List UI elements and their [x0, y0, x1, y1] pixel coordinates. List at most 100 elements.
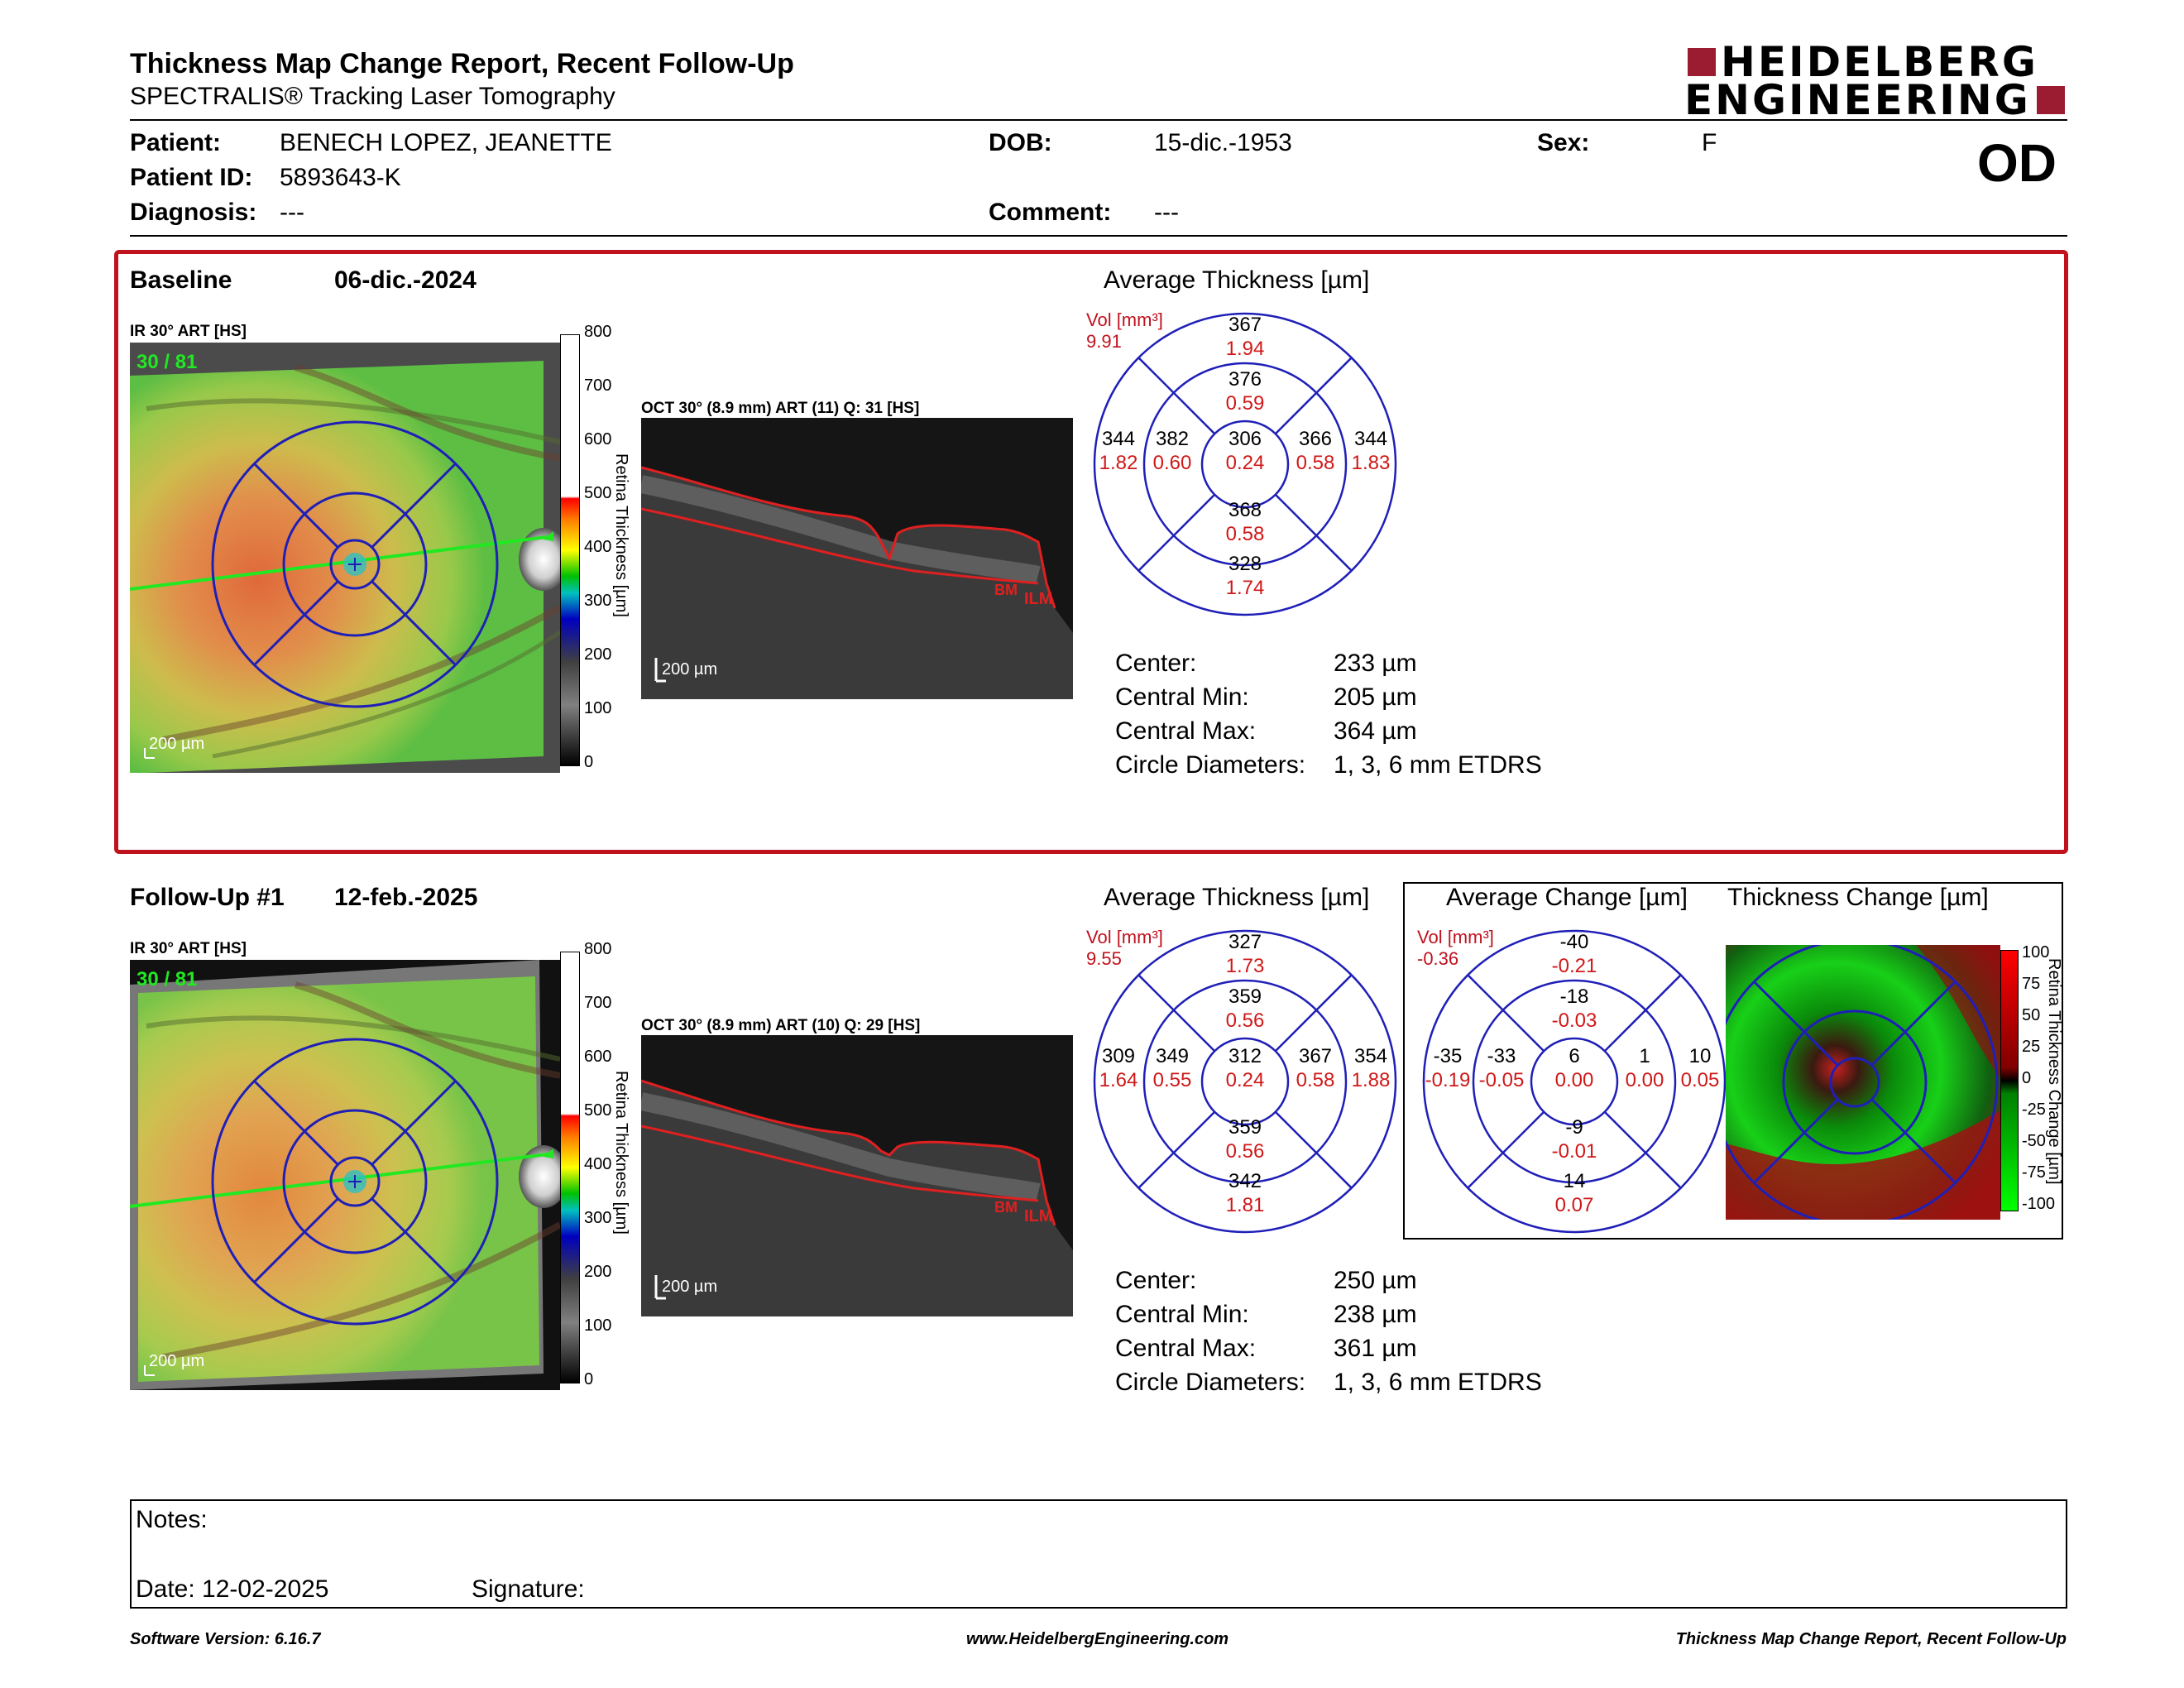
central-max-label: Central Max: [1115, 1335, 1257, 1362]
colorbar-tick: 0 [584, 753, 594, 771]
logo-line1: HEIDELBERG [1721, 38, 2038, 86]
dob-label: DOB: [989, 129, 1052, 156]
diagnosis-value: --- [280, 199, 304, 226]
oct-scale-label: 200 µm [662, 660, 718, 679]
change-etdrs-chart: -40 -0.21 -18 -0.03 -35 -0.19 -33 -0.05 6 0.00 1 0.… [1421, 928, 1727, 1235]
etdrs-volume-inner-left: 0.60 [1153, 452, 1192, 474]
etdrs-divider [1603, 974, 1682, 1053]
colorbar-tick: 400 [584, 538, 612, 556]
etdrs-inner-ring [1472, 979, 1677, 1184]
etdrs-volume-inner-right: 0.00 [1626, 1069, 1664, 1091]
colorbar-tick: 600 [584, 1048, 612, 1066]
change-frame [1403, 882, 2063, 1240]
notes-date: Date: 12-02-2025 [136, 1575, 329, 1603]
center-value: 233 µm [1334, 650, 1417, 677]
etdrs-volume-inner-left: 0.55 [1153, 1069, 1192, 1091]
baseline-oct-image [641, 418, 1073, 699]
colorbar-tick: 300 [584, 592, 612, 610]
etdrs-volume-outer-right: 1.88 [1352, 1069, 1391, 1091]
etdrs-center-ring [1530, 1037, 1619, 1126]
notes-label[interactable]: Notes: [136, 1506, 208, 1533]
etdrs-volume-center: 0.24 [1226, 452, 1265, 474]
etdrs-thickness-inner-right: 366 [1299, 428, 1332, 450]
ir-overlay-text: 30 / 81 [136, 968, 198, 990]
colorbar-tick: 800 [584, 323, 612, 341]
etdrs-thickness-inner-bottom: 359 [1228, 1116, 1262, 1139]
change-colorbar [2000, 950, 2019, 1211]
thickness-colorbar [560, 334, 580, 766]
patient-divider [130, 235, 2067, 237]
notes-box [130, 1499, 2067, 1609]
etdrs-thickness-inner-right: 367 [1299, 1045, 1332, 1067]
followup-fundus-image [130, 960, 560, 1390]
colorbar-tick: 500 [584, 1101, 612, 1120]
change-tick: -50 [2022, 1132, 2046, 1150]
etdrs-volume-outer-bottom: 1.81 [1226, 1194, 1265, 1216]
diagnosis-label: Diagnosis: [130, 199, 257, 226]
etdrs-inner-ring [1142, 362, 1348, 567]
followup-date: 12-feb.-2025 [334, 884, 478, 911]
etdrs-thickness-outer-top: 367 [1228, 314, 1262, 336]
center-label: Center: [1115, 650, 1197, 677]
etdrs-divider [1138, 493, 1216, 572]
etdrs-inner-ring [1142, 979, 1348, 1184]
ir-label: IR 30° ART [HS] [130, 323, 247, 340]
colorbar-tick: 600 [584, 430, 612, 448]
etdrs-thickness-outer-bottom: 328 [1228, 553, 1262, 575]
patient-id-label: Patient ID: [130, 164, 253, 191]
central-max-value: 361 µm [1334, 1335, 1417, 1362]
logo-square-icon [2037, 86, 2065, 114]
etdrs-volume-center: 0.00 [1555, 1069, 1594, 1091]
etdrs-divider [1274, 1110, 1353, 1189]
oct-scale-label: 200 µm [662, 1278, 718, 1296]
etdrs-thickness-outer-left: -35 [1434, 1045, 1463, 1067]
etdrs-thickness-center: 6 [1569, 1045, 1579, 1067]
footer-website[interactable]: www.HeidelbergEngineering.com [966, 1630, 1229, 1648]
change-tick: -75 [2022, 1163, 2046, 1182]
avg-thickness-title: Average Thickness [µm] [1104, 884, 1370, 911]
circle-diameters-value: 1, 3, 6 mm ETDRS [1334, 1369, 1542, 1396]
change-tick: -100 [2022, 1195, 2056, 1213]
etdrs-divider [1138, 974, 1216, 1053]
etdrs-thickness-inner-bottom: 368 [1228, 499, 1262, 521]
etdrs-thickness-inner-top: 376 [1228, 368, 1262, 391]
colorbar-tick: 100 [584, 1316, 612, 1335]
vol-label: Vol [mm³] [1417, 927, 1494, 947]
etdrs-center-ring [1200, 1037, 1290, 1126]
etdrs-thickness-inner-bottom: -9 [1565, 1116, 1583, 1139]
etdrs-divider [1274, 357, 1353, 435]
circle-diameters-label: Circle Diameters: [1115, 751, 1306, 779]
etdrs-thickness-inner-left: 382 [1156, 428, 1189, 450]
footer-report-name: Thickness Map Change Report, Recent Foll… [1675, 1630, 2067, 1648]
signature-label: Signature: [472, 1575, 585, 1603]
comment-label: Comment: [989, 199, 1112, 226]
colorbar-tick: 300 [584, 1209, 612, 1227]
oct-label: OCT 30° (8.9 mm) ART (10) Q: 29 [HS] [641, 1017, 921, 1034]
colorbar-tick: 700 [584, 376, 612, 395]
followup-label: Follow-Up #1 [130, 884, 285, 911]
circle-diameters-value: 1, 3, 6 mm ETDRS [1334, 751, 1542, 779]
logo-line2: ENGINEERING [1684, 76, 2031, 124]
report-subtitle: SPECTRALIS® Tracking Laser Tomography [130, 83, 615, 110]
central-min-label: Central Min: [1115, 1301, 1249, 1328]
etdrs-thickness-inner-left: -33 [1487, 1045, 1516, 1067]
etdrs-divider [1467, 1110, 1545, 1189]
logo-square-icon [1688, 48, 1716, 76]
change-tick: -25 [2022, 1101, 2046, 1119]
etdrs-volume-outer-top: 1.73 [1226, 955, 1265, 977]
etdrs-volume-outer-left: -0.19 [1425, 1069, 1471, 1091]
colorbar-tick: 400 [584, 1155, 612, 1173]
etdrs-volume-inner-bottom: -0.01 [1552, 1140, 1597, 1163]
etdrs-divider [1138, 1110, 1216, 1189]
etdrs-volume-inner-right: 0.58 [1296, 1069, 1335, 1091]
central-min-value: 238 µm [1334, 1301, 1417, 1328]
etdrs-outer-ring [1093, 929, 1397, 1234]
vol-label: Vol [mm³] [1086, 927, 1163, 947]
bm-label: BM [994, 582, 1018, 598]
etdrs-volume-outer-left: 1.82 [1099, 452, 1138, 474]
etdrs-volume-inner-right: 0.58 [1296, 452, 1335, 474]
etdrs-thickness-outer-bottom: 14 [1564, 1170, 1586, 1192]
thickness-colorbar [560, 952, 580, 1383]
etdrs-divider [1467, 974, 1545, 1053]
etdrs-thickness-outer-bottom: 342 [1228, 1170, 1262, 1192]
